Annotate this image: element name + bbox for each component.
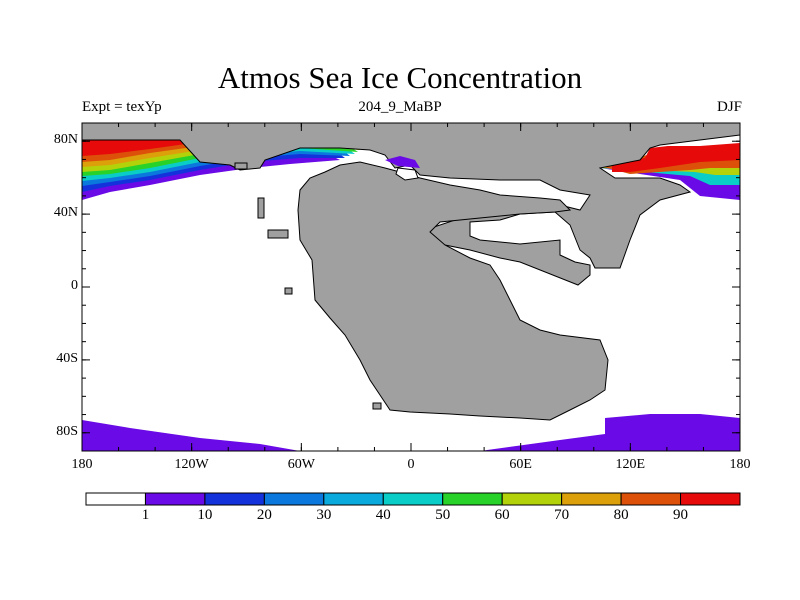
antarctic-ice-east [480, 414, 740, 451]
axis-ticks [81, 123, 741, 451]
y-tick-label: 0 [71, 278, 78, 293]
y-tick-label: 40N [53, 205, 78, 221]
land-island-b [267, 229, 289, 239]
colorbar-swatch [620, 492, 682, 506]
colorbar-swatch [561, 492, 622, 506]
colorbar-label: 40 [375, 507, 391, 523]
colorbar-swatch [442, 492, 503, 506]
arctic-inlet [395, 167, 419, 181]
land-island-c [284, 287, 293, 295]
colorbar [85, 492, 741, 506]
land-island-a [257, 197, 265, 219]
colorbar-label: 50 [435, 507, 451, 523]
x-tick-label: 120E [615, 457, 646, 472]
colorbar-swatch [323, 492, 384, 506]
inlet-ice [385, 156, 420, 168]
season-label: DJF [716, 99, 742, 115]
colorbar-swatch [680, 492, 741, 506]
land-island-e [234, 162, 248, 170]
land-central [297, 161, 609, 421]
x-tick-label: 180 [729, 457, 751, 472]
x-tick-label: 60W [287, 457, 315, 472]
colorbar-label: 80 [613, 507, 629, 523]
colorbar-swatch [144, 492, 206, 506]
ice-band-east-lowest [600, 150, 740, 200]
ice-band-east-red [612, 143, 740, 172]
colorbar-label: 70 [554, 507, 570, 523]
colorbar-swatch [85, 492, 146, 506]
period-label: 204_9_MaBP [358, 99, 442, 115]
x-tick-label: 0 [407, 457, 415, 472]
colorbar-label: 20 [256, 507, 272, 523]
x-tick-label: 120W [174, 457, 209, 472]
y-tick-label: 80N [53, 132, 78, 148]
land-island-d [372, 402, 382, 410]
x-tick-label: 60E [509, 457, 532, 472]
y-tick-label: 80S [56, 423, 78, 439]
colorbar-label: 60 [494, 507, 510, 523]
colorbar-label: 90 [673, 507, 689, 523]
x-tick-label: 180 [71, 457, 93, 472]
antarctic-ice-west [82, 420, 300, 451]
chart-title: Atmos Sea Ice Concentration [217, 60, 583, 95]
colorbar-swatch [204, 492, 265, 506]
y-tick-label: 40S [56, 350, 78, 366]
colorbar-swatch [501, 492, 563, 506]
colorbar-label: 1 [141, 507, 150, 523]
experiment-label: Expt = texYp [82, 99, 162, 115]
colorbar-swatch [263, 492, 325, 506]
colorbar-label: 10 [197, 507, 213, 523]
colorbar-label: 30 [316, 507, 332, 523]
colorbar-swatch [382, 492, 444, 506]
